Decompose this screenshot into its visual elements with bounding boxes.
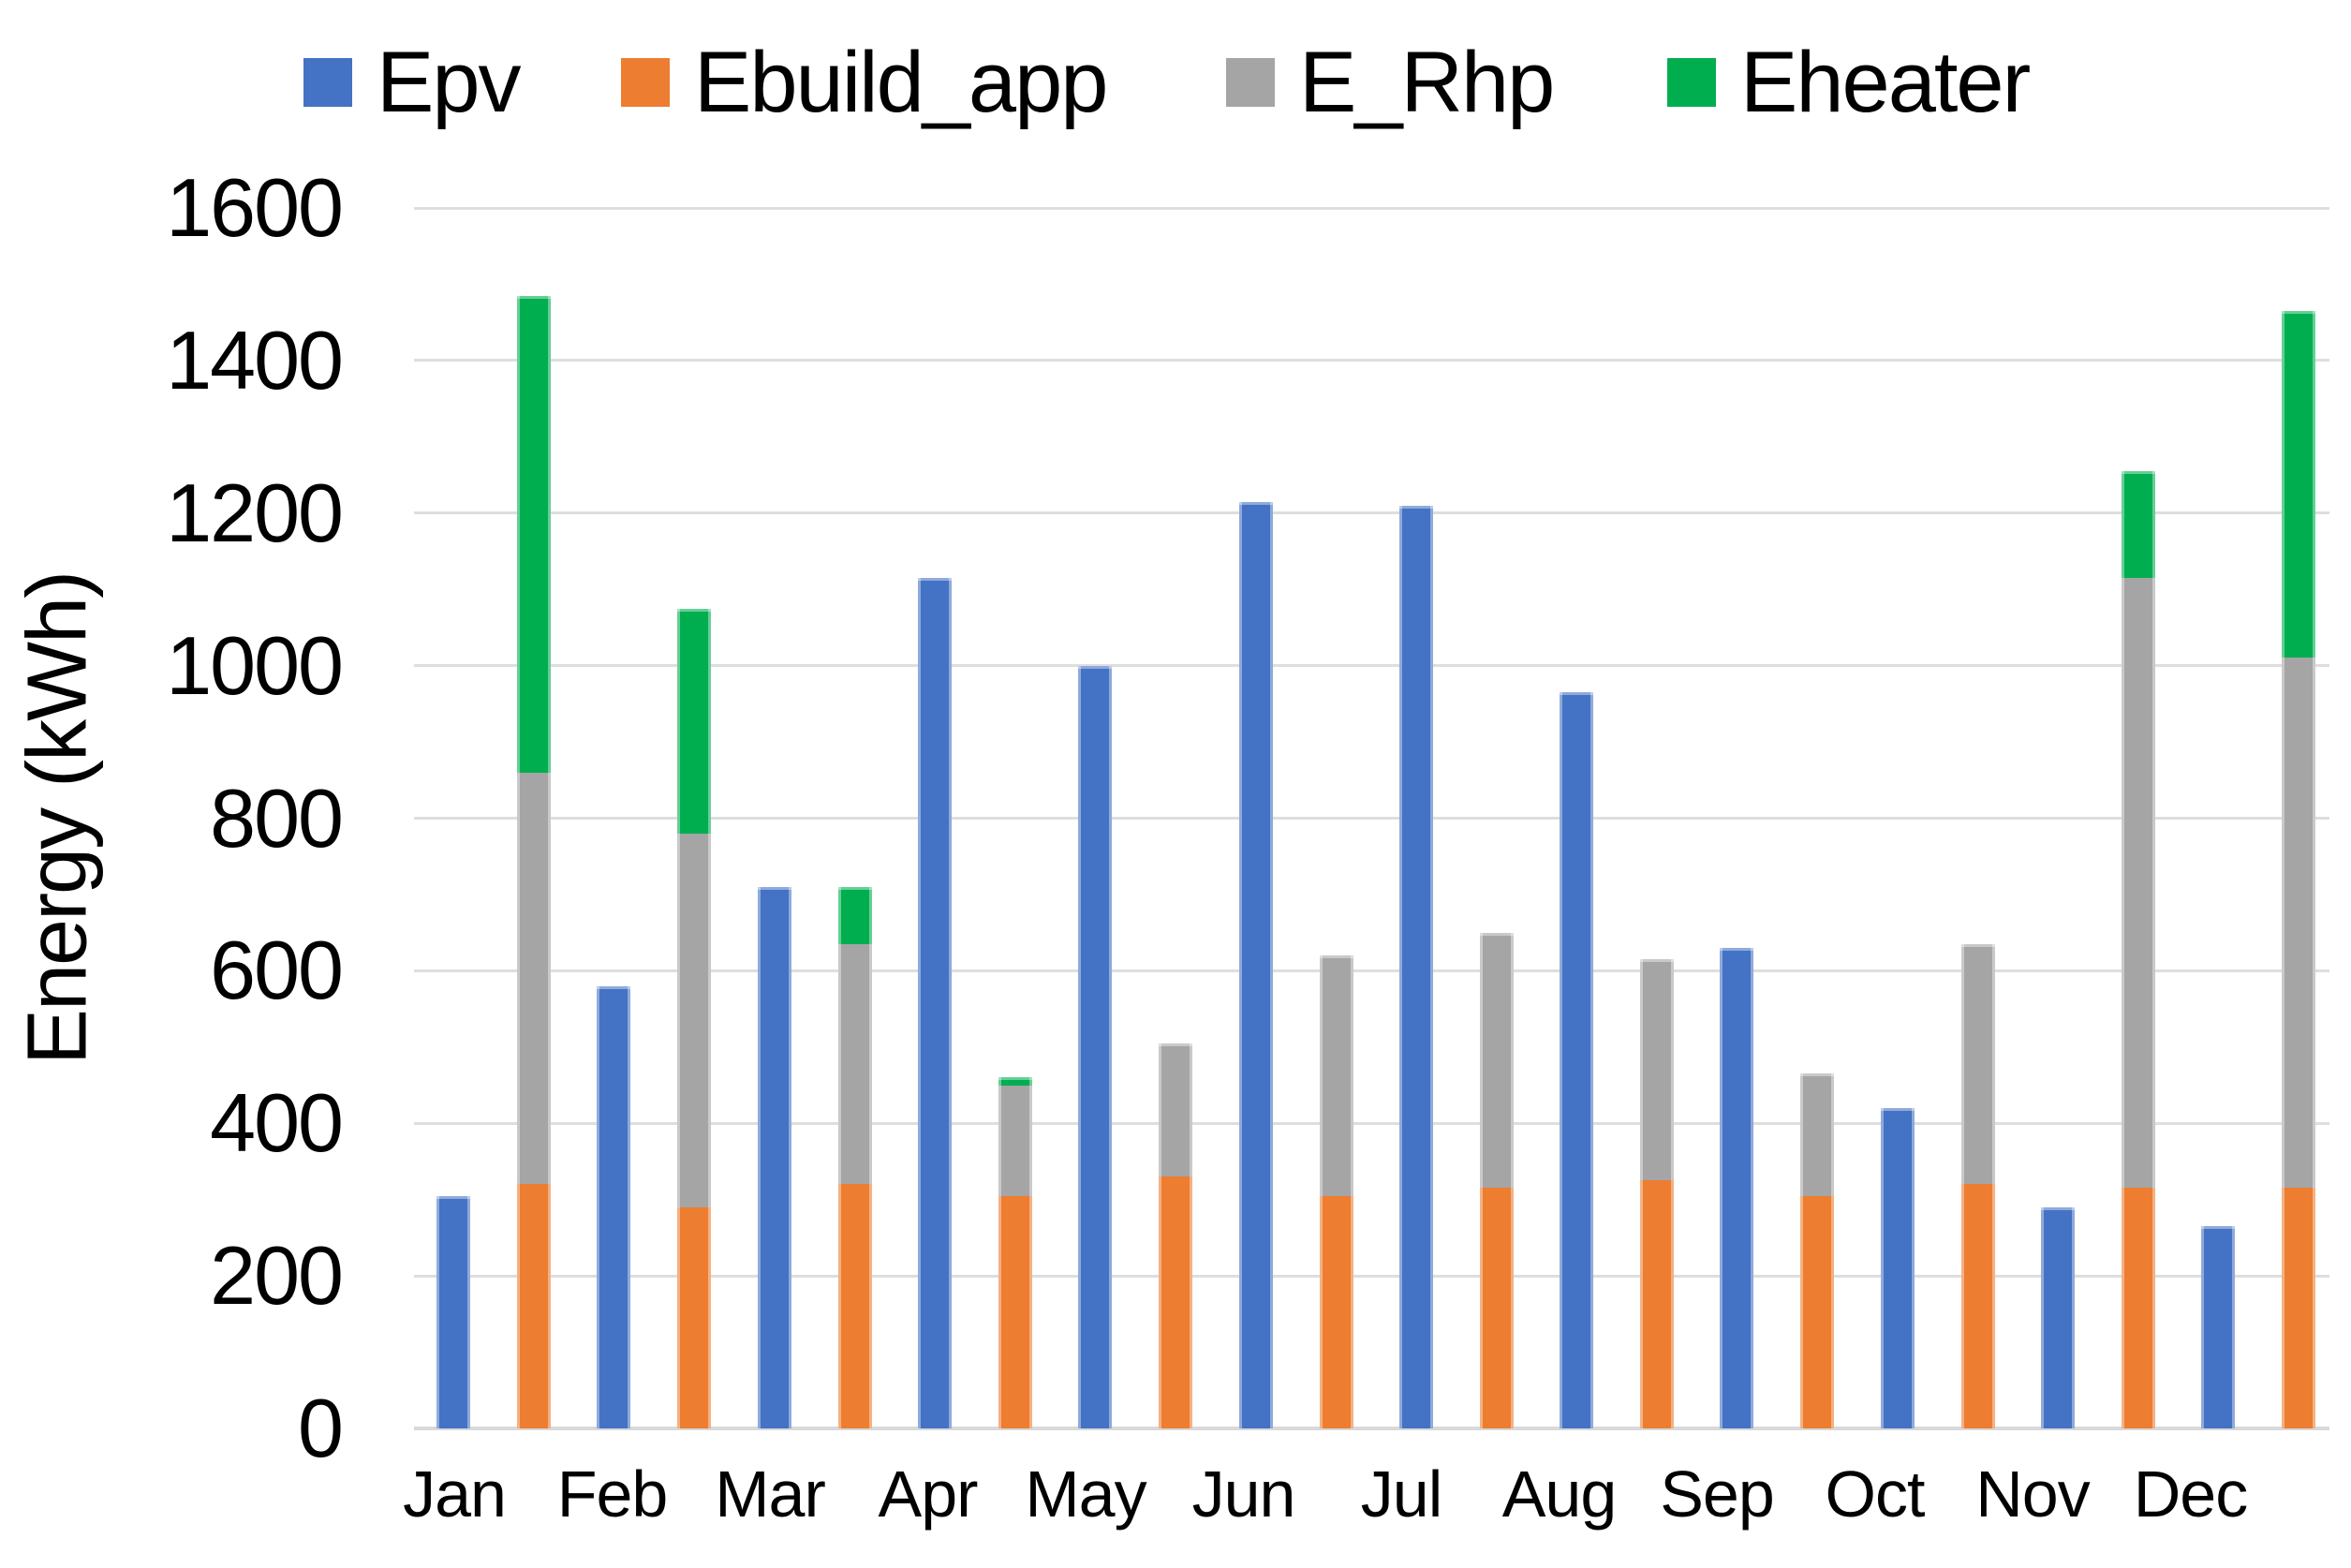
gridline-200 (414, 1274, 2329, 1278)
x-tick-label: Aug (1501, 1457, 1618, 1531)
bar-epv-nov (2041, 1206, 2075, 1428)
y-tick-label: 1200 (166, 466, 344, 559)
bar-ebuild_app-nov (2122, 1188, 2155, 1428)
legend-item-eheater: Eheater (1667, 35, 2031, 130)
legend-label: Eheater (1740, 35, 2031, 130)
y-tick-label: 800 (210, 771, 344, 865)
gridline-1600 (414, 206, 2329, 210)
bar-ebuild_app-jul (1479, 1188, 1514, 1428)
bar-epv-dec (2201, 1226, 2236, 1428)
legend-label: E_Rhp (1299, 35, 1555, 130)
y-tick-label: 1600 (166, 161, 344, 254)
legend-item-ebuild_app: Ebuild_app (621, 35, 1108, 130)
x-tick-label: Sep (1660, 1457, 1775, 1531)
gridline-600 (414, 969, 2329, 972)
legend-label: Ebuild_app (694, 35, 1108, 130)
chart-legend: Epv Ebuild_app E_Rhp Eheater (0, 0, 2351, 150)
bar-ebuild_app-mar (837, 1184, 872, 1428)
gridline-1200 (414, 511, 2329, 515)
bar-e_rhp-sep (1800, 1073, 1835, 1196)
bar-ebuild_app-sep (1800, 1195, 1835, 1428)
legend-label: Epv (377, 35, 522, 130)
legend-swatch-icon (1667, 58, 1716, 107)
bar-e_rhp-jun (1319, 955, 1353, 1196)
x-tick-label: Jan (403, 1457, 507, 1531)
bar-e_rhp-nov (2122, 577, 2155, 1189)
legend-item-e_rhp: E_Rhp (1226, 35, 1555, 130)
bar-epv-sep (1720, 947, 1754, 1428)
y-tick-label: 200 (210, 1229, 344, 1323)
bar-ebuild_app-dec (2282, 1188, 2316, 1428)
gridline-800 (414, 817, 2329, 820)
gridline-0 (414, 1427, 2329, 1430)
x-tick-label: Feb (556, 1457, 669, 1531)
bar-epv-jun (1238, 501, 1273, 1428)
x-tick-label: Apr (878, 1457, 979, 1531)
bar-eheater-apr (998, 1077, 1032, 1086)
y-tick-label: 1400 (166, 313, 344, 407)
bar-e_rhp-jan (517, 772, 551, 1185)
bar-ebuild_app-jun (1319, 1195, 1353, 1428)
y-tick-label: 400 (210, 1076, 344, 1170)
bar-ebuild_app-apr (998, 1195, 1032, 1428)
y-tick-label: 1000 (166, 618, 344, 712)
x-tick-label: Dec (2133, 1457, 2248, 1531)
bar-eheater-feb (677, 608, 712, 834)
bar-e_rhp-oct (1960, 943, 1995, 1185)
bar-eheater-nov (2122, 470, 2155, 578)
legend-swatch-icon (1226, 58, 1275, 107)
gridline-1000 (414, 664, 2329, 668)
x-tick-label: Oct (1825, 1457, 1926, 1531)
bar-epv-oct (1880, 1107, 1915, 1428)
bar-epv-feb (597, 985, 631, 1428)
bar-epv-aug (1560, 692, 1594, 1428)
bar-eheater-jan (517, 295, 551, 773)
bar-epv-may (1078, 665, 1113, 1428)
bar-epv-apr (917, 577, 952, 1428)
bar-eheater-mar (837, 886, 872, 944)
legend-swatch-icon (303, 58, 352, 107)
bar-e_rhp-apr (998, 1085, 1032, 1196)
bar-e_rhp-may (1159, 1043, 1193, 1177)
bar-e_rhp-mar (837, 943, 872, 1185)
bar-ebuild_app-jan (517, 1184, 551, 1428)
bar-ebuild_app-oct (1960, 1184, 1995, 1428)
bar-e_rhp-jul (1479, 932, 1514, 1189)
x-tick-label: May (1025, 1457, 1146, 1531)
legend-swatch-icon (621, 58, 670, 107)
bar-epv-jan (436, 1195, 470, 1428)
bar-epv-mar (757, 886, 791, 1428)
x-tick-label: Jul (1360, 1457, 1442, 1531)
bar-e_rhp-dec (2282, 658, 2316, 1189)
x-tick-label: Nov (1975, 1457, 2090, 1531)
bar-ebuild_app-aug (1640, 1180, 1675, 1428)
bar-e_rhp-aug (1640, 959, 1675, 1181)
y-tick-label: 0 (298, 1382, 344, 1474)
legend-item-epv: Epv (303, 35, 522, 130)
x-tick-label: Mar (715, 1457, 826, 1531)
y-tick-label: 600 (210, 924, 344, 1017)
bar-e_rhp-feb (677, 833, 712, 1207)
bar-ebuild_app-feb (677, 1206, 712, 1428)
x-tick-label: Jun (1191, 1457, 1296, 1531)
gridline-400 (414, 1121, 2329, 1125)
bar-ebuild_app-may (1159, 1176, 1193, 1428)
gridline-1400 (414, 359, 2329, 362)
bar-eheater-dec (2282, 310, 2316, 658)
bar-epv-jul (1398, 505, 1433, 1428)
